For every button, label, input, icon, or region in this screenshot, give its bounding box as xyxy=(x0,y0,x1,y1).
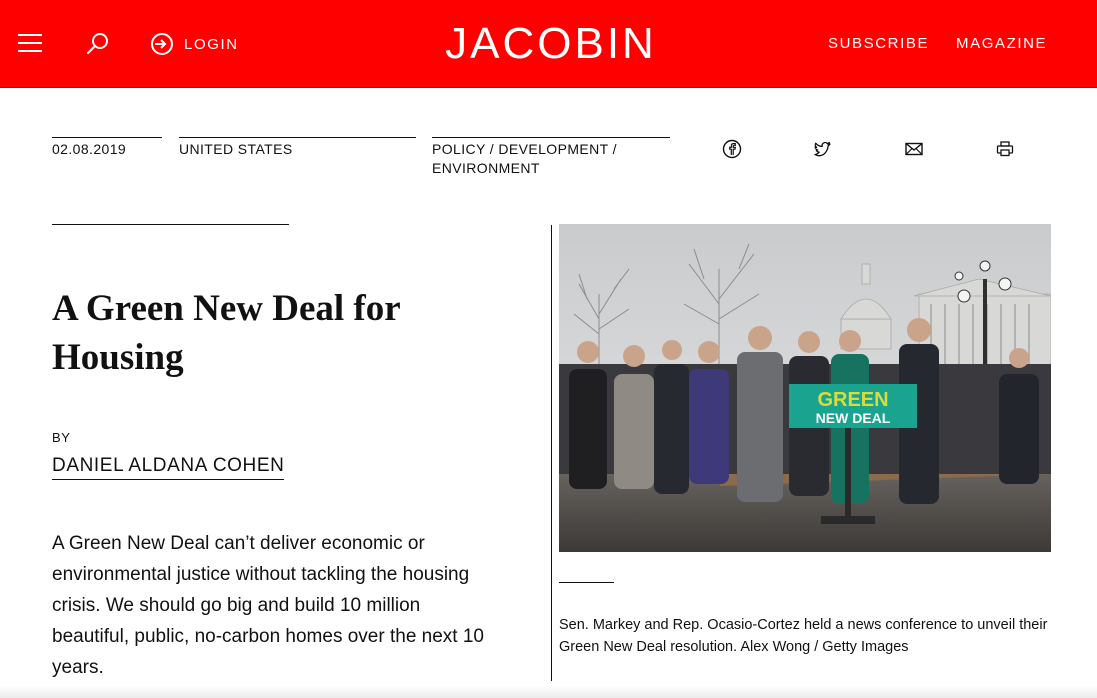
region-link[interactable]: UNITED STATES xyxy=(179,137,416,159)
mail-icon[interactable] xyxy=(903,138,925,160)
sign-line-1: GREEN xyxy=(817,389,888,411)
login-link[interactable]: LOGIN xyxy=(150,32,239,56)
print-icon[interactable] xyxy=(994,138,1016,160)
login-label: LOGIN xyxy=(184,35,239,53)
author-link[interactable]: DANIEL ALDANA COHEN xyxy=(52,455,285,480)
article-dek: A Green New Deal can’t deliver economic … xyxy=(52,533,484,678)
topic-separator: / xyxy=(608,141,617,157)
menu-icon[interactable] xyxy=(18,34,44,54)
topic-link-environment[interactable]: ENVIRONMENT xyxy=(432,160,540,176)
subscribe-link[interactable]: SUBSCRIBE xyxy=(828,35,930,52)
topic-link-development[interactable]: DEVELOPMENT xyxy=(498,141,609,157)
article-title-line-2: Housing xyxy=(52,337,184,378)
search-icon[interactable] xyxy=(84,30,112,58)
bottom-shadow xyxy=(0,686,1097,698)
title-rule xyxy=(52,224,289,225)
site-header: LOGIN JACOBIN SUBSCRIBE MAGAZINE xyxy=(0,0,1097,88)
facebook-icon[interactable] xyxy=(721,138,743,160)
twitter-icon[interactable] xyxy=(812,138,834,160)
sign-line-2: NEW DEAL xyxy=(816,410,891,426)
byline-label: BY xyxy=(52,430,71,445)
login-icon xyxy=(151,33,173,55)
article-title: A Green New Deal for Housing xyxy=(52,284,512,382)
photo-caption: Sen. Markey and Rep. Ocasio-Cortez held … xyxy=(559,617,1048,655)
article-photo[interactable]: GREEN NEW DEAL xyxy=(559,224,1051,552)
topic-link-policy[interactable]: POLICY xyxy=(432,141,486,157)
caption-rule xyxy=(559,582,614,583)
article-title-line-1: A Green New Deal for xyxy=(52,288,401,329)
topic-list: POLICY / DEVELOPMENT / ENVIRONMENT xyxy=(432,137,670,178)
magazine-link[interactable]: MAGAZINE xyxy=(956,35,1048,52)
column-divider xyxy=(551,225,552,681)
site-logo[interactable]: JACOBIN xyxy=(445,19,657,68)
article-date: 02.08.2019 xyxy=(52,137,162,159)
topic-separator: / xyxy=(485,141,499,157)
